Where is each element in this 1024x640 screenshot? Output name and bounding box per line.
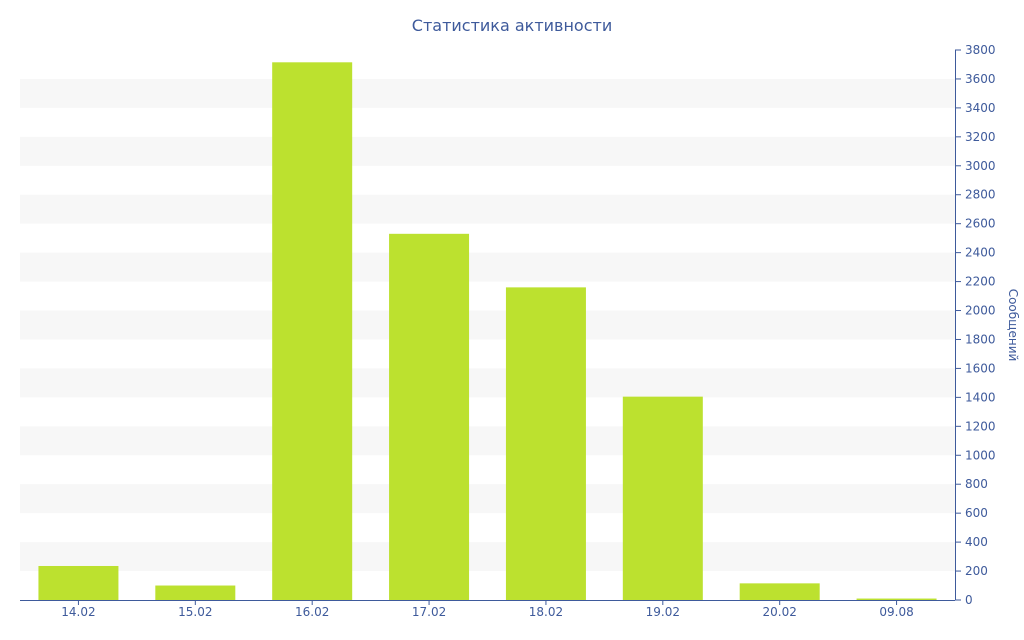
y-tick-label: 2400 bbox=[965, 246, 996, 260]
bar bbox=[155, 585, 236, 600]
grid-band bbox=[20, 78, 955, 108]
y-tick-label: 1600 bbox=[965, 361, 996, 375]
bar bbox=[505, 287, 586, 600]
x-tick-label: 09.08 bbox=[879, 605, 913, 619]
x-tick-label: 16.02 bbox=[295, 605, 329, 619]
y-tick-label: 800 bbox=[965, 477, 988, 491]
grid-band bbox=[20, 484, 955, 514]
grid-band bbox=[20, 426, 955, 456]
background-bands bbox=[20, 78, 955, 572]
y-tick-label: 3600 bbox=[965, 72, 996, 86]
y-tick-label: 2000 bbox=[965, 304, 996, 318]
y-tick-label: 3800 bbox=[965, 43, 996, 57]
y-tick-label: 600 bbox=[965, 506, 988, 520]
chart-title: Статистика активности bbox=[412, 16, 612, 35]
y-tick-label: 2800 bbox=[965, 188, 996, 202]
y-tick-label: 3200 bbox=[965, 130, 996, 144]
grid-band bbox=[20, 136, 955, 166]
y-tick-label: 200 bbox=[965, 564, 988, 578]
bar bbox=[389, 233, 470, 600]
bar bbox=[622, 396, 703, 600]
y-tick-label: 1800 bbox=[965, 332, 996, 346]
x-tick-label: 19.02 bbox=[646, 605, 680, 619]
x-tick-label: 15.02 bbox=[178, 605, 212, 619]
grid-band bbox=[20, 194, 955, 224]
y-tick-label: 1200 bbox=[965, 419, 996, 433]
y-axis-title: Сообщений bbox=[1006, 289, 1020, 362]
y-tick-label: 3400 bbox=[965, 101, 996, 115]
bar bbox=[739, 583, 820, 600]
y-tick-label: 2200 bbox=[965, 275, 996, 289]
bar bbox=[272, 62, 353, 601]
bars bbox=[38, 62, 937, 601]
x-tick-label: 18.02 bbox=[529, 605, 563, 619]
bar bbox=[856, 598, 937, 600]
x-tick-label: 20.02 bbox=[763, 605, 797, 619]
bar bbox=[38, 565, 119, 600]
y-tick-label: 2600 bbox=[965, 217, 996, 231]
x-tick-label: 17.02 bbox=[412, 605, 446, 619]
grid-band bbox=[20, 368, 955, 398]
y-tick-label: 1000 bbox=[965, 448, 996, 462]
grid-band bbox=[20, 252, 955, 282]
y-tick-label: 0 bbox=[965, 593, 973, 607]
y-tick-label: 3000 bbox=[965, 159, 996, 173]
grid-band bbox=[20, 310, 955, 340]
y-tick-label: 400 bbox=[965, 535, 988, 549]
axes: 14.02 15.02 16.02 17.02 18.02 19.02 20.02 09.08… bbox=[20, 43, 996, 619]
y-tick-label: 1400 bbox=[965, 390, 996, 404]
grid-band bbox=[20, 542, 955, 572]
x-tick-label: 14.02 bbox=[61, 605, 95, 619]
